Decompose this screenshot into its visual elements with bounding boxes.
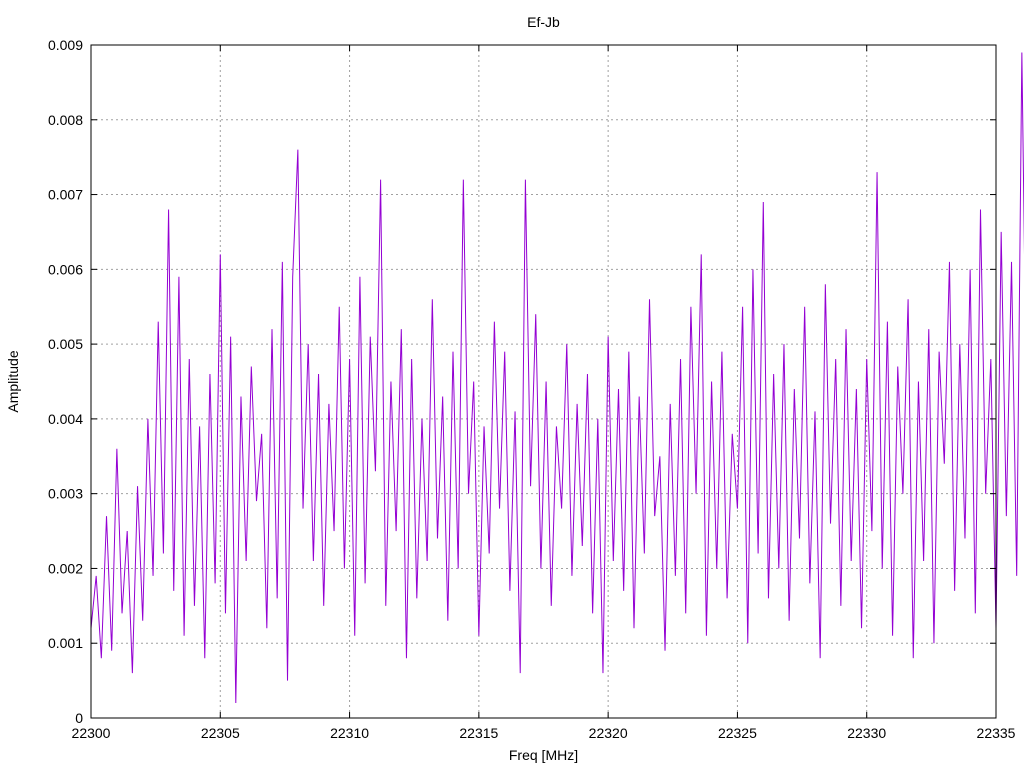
y-tick-label: 0 <box>75 710 83 726</box>
x-tick-label: 22300 <box>72 725 111 741</box>
plot-frame <box>90 44 997 719</box>
series-line <box>90 52 1024 704</box>
y-tick-label: 0.003 <box>48 486 83 502</box>
y-tick-label: 0.002 <box>48 560 83 576</box>
y-tick-label: 0.001 <box>48 635 83 651</box>
y-tick-label: 0.008 <box>48 112 83 128</box>
y-axis-label: Amplitude <box>5 350 21 412</box>
grid <box>91 45 996 718</box>
y-tick-label: 0.007 <box>48 187 83 203</box>
y-tick-label: 0.005 <box>48 336 83 352</box>
x-tick-label: 22315 <box>459 725 498 741</box>
series-layer <box>90 52 1024 704</box>
x-tick-label: 22320 <box>589 725 628 741</box>
x-tick-label: 22310 <box>330 725 369 741</box>
ticks: 22300 22305 22310 22315 22320 22325 22330 22335… <box>48 37 1016 741</box>
y-tick-label: 0.006 <box>48 261 83 277</box>
x-tick-label: 22305 <box>201 725 240 741</box>
y-tick-label: 0.004 <box>48 411 83 427</box>
x-tick-label: 22325 <box>718 725 757 741</box>
chart-title: Ef-Jb <box>527 14 560 30</box>
x-axis-label: Freq [MHz] <box>509 747 578 763</box>
y-tick-label: 0.009 <box>48 37 83 53</box>
x-tick-label: 22330 <box>847 725 886 741</box>
x-tick-label: 22335 <box>977 725 1016 741</box>
